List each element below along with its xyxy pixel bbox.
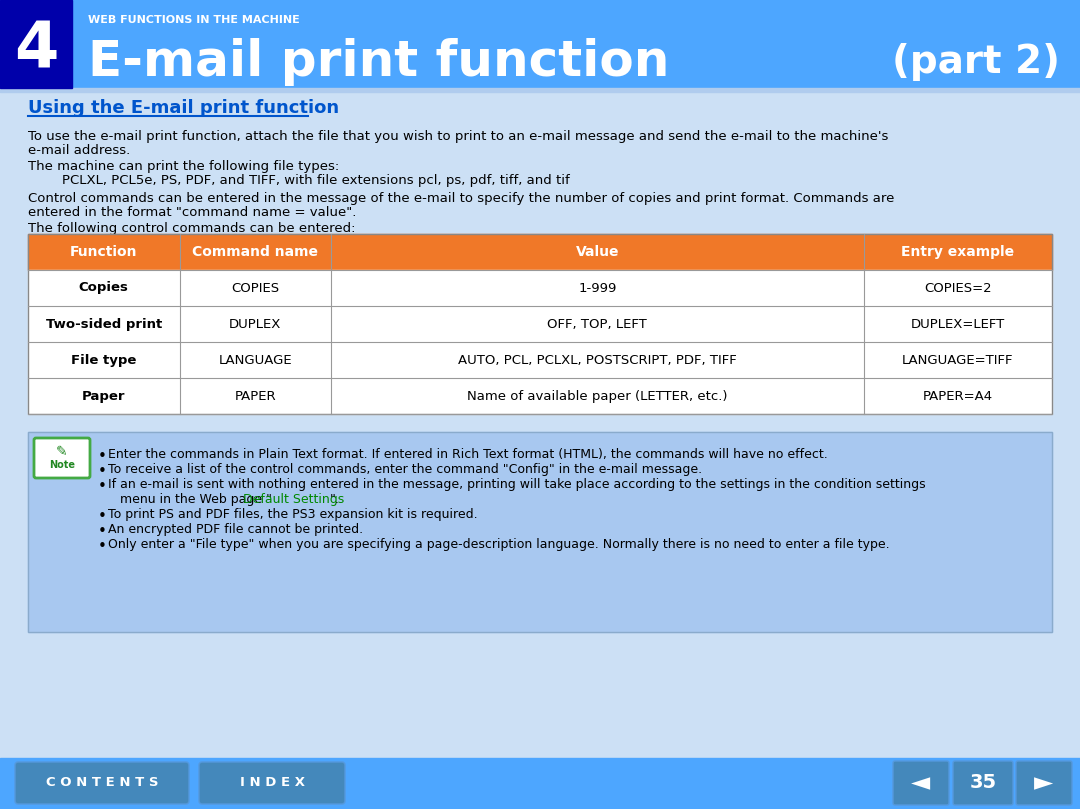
Bar	[28, 432, 1052, 632]
Text: The following control commands can be entered:: The following control commands can be en…	[28, 222, 355, 235]
FancyBboxPatch shape	[33, 438, 90, 478]
Text: DUPLEX: DUPLEX	[229, 317, 282, 331]
Text: 4: 4	[14, 19, 58, 81]
Text: PAPER: PAPER	[234, 389, 276, 403]
Text: entered in the format "command name = value".: entered in the format "command name = va…	[28, 206, 356, 219]
Text: ►: ►	[1035, 771, 1054, 795]
Text: I N D E X: I N D E X	[240, 777, 305, 790]
Text: (part 2): (part 2)	[892, 43, 1059, 81]
Text: Function: Function	[70, 245, 137, 259]
Text: ".: ".	[329, 493, 339, 506]
Text: •: •	[98, 539, 107, 554]
FancyBboxPatch shape	[15, 762, 189, 804]
Text: •: •	[98, 509, 107, 524]
Text: Name of available paper (LETTER, etc.): Name of available paper (LETTER, etc.)	[467, 389, 728, 403]
Text: To receive a list of the control commands, enter the command "Config" in the e-m: To receive a list of the control command…	[108, 463, 702, 476]
Text: Control commands can be entered in the message of the e-mail to specify the numb: Control commands can be entered in the m…	[28, 192, 894, 205]
Text: Only enter a "File type" when you are specifying a page-description language. No: Only enter a "File type" when you are sp…	[108, 538, 890, 551]
Text: To use the e-mail print function, attach the file that you wish to print to an e: To use the e-mail print function, attach…	[28, 130, 889, 143]
Bar	[28, 342, 1052, 378]
Text: AUTO, PCL, PCLXL, POSTSCRIPT, PDF, TIFF: AUTO, PCL, PCLXL, POSTSCRIPT, PDF, TIFF	[458, 354, 737, 366]
Text: If an e-mail is sent with nothing entered in the message, printing will take pla: If an e-mail is sent with nothing entere…	[108, 478, 926, 491]
Bar	[28, 306, 1052, 342]
Text: •: •	[98, 479, 107, 494]
Text: Paper: Paper	[82, 389, 125, 403]
FancyBboxPatch shape	[953, 761, 1013, 805]
Text: C O N T E N T S: C O N T E N T S	[45, 777, 159, 790]
Bar	[28, 234, 1052, 270]
Bar	[0, 88, 1080, 92]
Text: Default Settings: Default Settings	[243, 493, 345, 506]
Text: Note: Note	[49, 460, 75, 470]
Text: PAPER=A4: PAPER=A4	[922, 389, 993, 403]
Text: To print PS and PDF files, the PS3 expansion kit is required.: To print PS and PDF files, the PS3 expan…	[108, 508, 477, 521]
Text: Using the E-mail print function: Using the E-mail print function	[28, 99, 339, 117]
FancyBboxPatch shape	[1016, 761, 1072, 805]
Text: Value: Value	[576, 245, 619, 259]
Text: •: •	[98, 524, 107, 539]
Text: DUPLEX=LEFT: DUPLEX=LEFT	[910, 317, 1004, 331]
Text: LANGUAGE: LANGUAGE	[218, 354, 293, 366]
Text: e-mail address.: e-mail address.	[28, 144, 131, 157]
Text: E-mail print function: E-mail print function	[87, 38, 670, 86]
Text: PCLXL, PCL5e, PS, PDF, and TIFF, with file extensions pcl, ps, pdf, tiff, and ti: PCLXL, PCL5e, PS, PDF, and TIFF, with fi…	[28, 174, 570, 187]
Text: COPIES=2: COPIES=2	[924, 282, 991, 294]
Text: LANGUAGE=TIFF: LANGUAGE=TIFF	[902, 354, 1013, 366]
Text: Copies: Copies	[79, 282, 129, 294]
Text: An encrypted PDF file cannot be printed.: An encrypted PDF file cannot be printed.	[108, 523, 363, 536]
Text: COPIES: COPIES	[231, 282, 280, 294]
Text: Entry example: Entry example	[901, 245, 1014, 259]
Bar	[0, 0, 1080, 88]
Text: 35: 35	[970, 773, 997, 793]
Bar	[28, 270, 1052, 306]
Bar	[0, 758, 1080, 809]
Bar	[0, 0, 72, 88]
Text: menu in the Web page ": menu in the Web page "	[108, 493, 272, 506]
Text: Two-sided print: Two-sided print	[45, 317, 162, 331]
Text: ✎: ✎	[56, 445, 68, 459]
Bar	[28, 234, 1052, 414]
Text: ◄: ◄	[912, 771, 931, 795]
Text: The machine can print the following file types:: The machine can print the following file…	[28, 160, 339, 173]
FancyBboxPatch shape	[199, 762, 345, 804]
Text: Command name: Command name	[192, 245, 319, 259]
Text: •: •	[98, 449, 107, 464]
FancyBboxPatch shape	[893, 761, 949, 805]
Bar	[28, 378, 1052, 414]
Text: OFF, TOP, LEFT: OFF, TOP, LEFT	[548, 317, 647, 331]
Bar	[28, 432, 1052, 632]
Text: 1-999: 1-999	[578, 282, 617, 294]
Text: File type: File type	[71, 354, 136, 366]
Text: Enter the commands in Plain Text format. If entered in Rich Text format (HTML), : Enter the commands in Plain Text format.…	[108, 448, 827, 461]
Text: •: •	[98, 464, 107, 479]
Text: WEB FUNCTIONS IN THE MACHINE: WEB FUNCTIONS IN THE MACHINE	[87, 15, 300, 25]
